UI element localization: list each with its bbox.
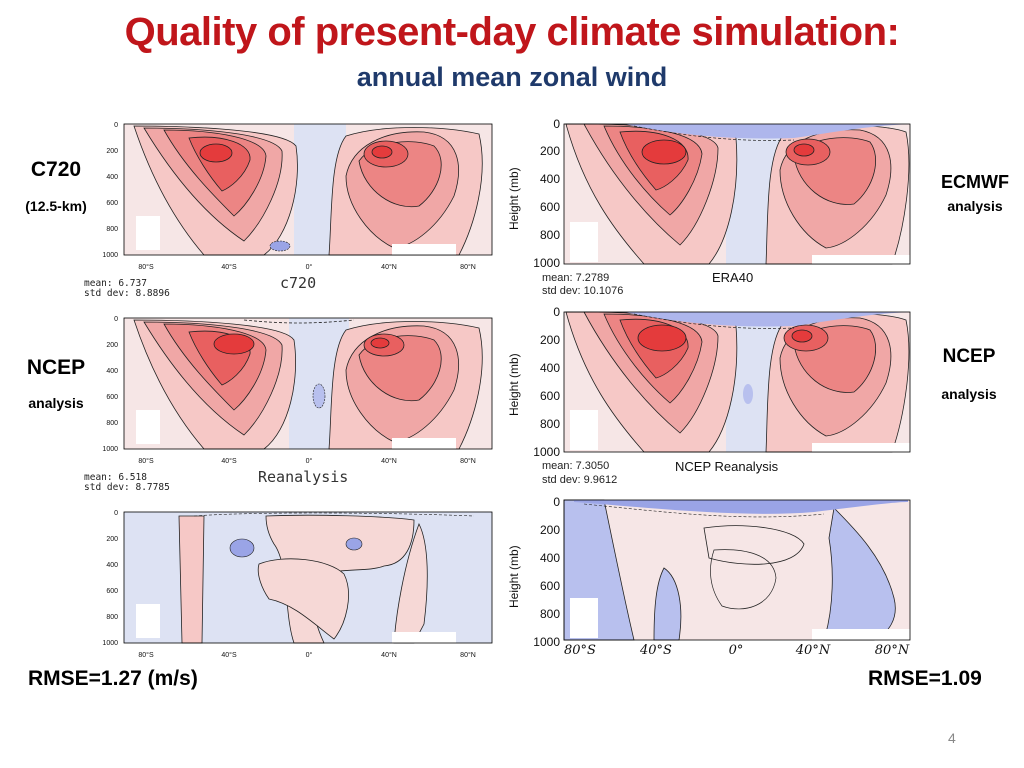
c720-mean: mean: 6.737 xyxy=(84,278,147,289)
svg-text:80°S: 80°S xyxy=(138,457,154,465)
contour-field xyxy=(123,511,493,644)
svg-text:800: 800 xyxy=(540,228,560,242)
ncep-reanalysis-right-plot: Height (mb) 0 200 400 600 800 1000 xyxy=(507,305,911,459)
label-resolution: (12.5-km) xyxy=(25,198,87,214)
svg-text:200: 200 xyxy=(540,144,560,158)
era40-mean: mean: 7.2789 xyxy=(542,272,610,284)
c720-wind-plot: 0 200 400 600 800 1000 80°S 40°S 0° 40°N… xyxy=(102,122,493,271)
svg-text:Height (mb): Height (mb) xyxy=(507,545,521,608)
svg-text:600: 600 xyxy=(540,579,560,593)
ytick-800: 800 xyxy=(106,226,118,233)
ytick-1000: 1000 xyxy=(102,252,118,259)
svg-text:1000: 1000 xyxy=(102,640,118,647)
ncep-left-mean: mean: 6.518 xyxy=(84,472,147,483)
svg-text:200: 200 xyxy=(106,342,118,349)
svg-text:0: 0 xyxy=(553,117,560,131)
svg-text:40°S: 40°S xyxy=(221,651,237,659)
contour-field xyxy=(123,317,493,450)
slide-subtitle: annual mean zonal wind xyxy=(356,62,668,92)
label-c720: C720 xyxy=(30,158,82,181)
xtick-80n: 80°N xyxy=(460,263,476,271)
svg-text:80°N: 80°N xyxy=(460,457,476,465)
svg-text:0°: 0° xyxy=(729,643,744,658)
label-ncep-right: NCEP xyxy=(942,346,996,367)
xtick-40s: 40°S xyxy=(221,263,237,271)
label-analysis-left: analysis xyxy=(28,395,84,411)
xtick-80s: 80°S xyxy=(138,263,154,271)
ytick-600: 600 xyxy=(106,200,118,207)
ncep-right-caption: NCEP Reanalysis xyxy=(675,459,779,474)
rmse-left: RMSE=1.27 (m/s) xyxy=(28,667,198,690)
svg-text:200: 200 xyxy=(540,523,560,537)
label-ecmwf-analysis: analysis xyxy=(947,198,1003,214)
svg-text:0: 0 xyxy=(114,510,118,517)
svg-text:40°S: 40°S xyxy=(639,643,672,658)
ncep-reanalysis-left-plot: 0 200 400 600 800 1000 80°S 40°S 0° 40°N… xyxy=(102,316,493,465)
contour-field xyxy=(563,499,911,641)
svg-text:0°: 0° xyxy=(306,651,313,659)
svg-text:200: 200 xyxy=(106,536,118,543)
c720-std: std dev: 8.8896 xyxy=(84,288,170,299)
svg-text:0°: 0° xyxy=(306,457,313,465)
svg-text:0: 0 xyxy=(553,495,560,509)
svg-text:600: 600 xyxy=(540,389,560,403)
svg-text:80°N: 80°N xyxy=(460,651,476,659)
rmse-right: RMSE=1.09 xyxy=(868,667,982,690)
svg-text:40°S: 40°S xyxy=(221,457,237,465)
page-number: 4 xyxy=(948,730,956,746)
difference-left-plot: 0 200 400 600 800 1000 80°S 40°S 0° 40°N… xyxy=(102,510,493,659)
ncep-left-std: std dev: 8.7785 xyxy=(84,482,170,493)
slide-title: Quality of present-day climate simulatio… xyxy=(124,10,900,54)
y-axis-label: Height (mb) xyxy=(507,167,521,230)
svg-text:400: 400 xyxy=(540,172,560,186)
contour-field xyxy=(123,123,493,256)
ncep-right-std: std dev: 9.9612 xyxy=(542,474,618,486)
svg-text:800: 800 xyxy=(540,417,560,431)
c720-caption: c720 xyxy=(280,274,317,292)
era40-wind-plot: Height (mb) 0 200 400 600 800 1000 xyxy=(507,117,911,270)
xtick-40n: 40°N xyxy=(381,263,397,271)
contour-field xyxy=(563,311,911,453)
label-ecmwf: ECMWF xyxy=(941,172,1009,192)
svg-text:400: 400 xyxy=(540,361,560,375)
svg-text:600: 600 xyxy=(106,588,118,595)
svg-text:1000: 1000 xyxy=(102,446,118,453)
svg-text:200: 200 xyxy=(540,333,560,347)
svg-text:800: 800 xyxy=(106,420,118,427)
ytick-400: 400 xyxy=(106,174,118,181)
svg-text:Height (mb): Height (mb) xyxy=(507,353,521,416)
svg-text:0: 0 xyxy=(114,316,118,323)
svg-text:1000: 1000 xyxy=(533,256,560,270)
svg-text:80°S: 80°S xyxy=(138,651,154,659)
svg-text:800: 800 xyxy=(540,607,560,621)
era40-std: std dev: 10.1076 xyxy=(542,285,624,297)
label-ncep-left: NCEP xyxy=(26,356,86,379)
svg-text:800: 800 xyxy=(106,614,118,621)
era40-caption: ERA40 xyxy=(712,270,754,285)
ncep-left-caption: Reanalysis xyxy=(258,468,349,486)
svg-text:80°N: 80°N xyxy=(875,643,910,658)
contour-field xyxy=(563,123,911,265)
ncep-right-mean: mean: 7.3050 xyxy=(542,460,610,472)
difference-right-plot: Height (mb) 0 200 400 600 800 1000 80°S … xyxy=(507,495,911,658)
svg-text:0: 0 xyxy=(553,305,560,319)
svg-text:80°S: 80°S xyxy=(564,643,596,658)
ytick-0: 0 xyxy=(114,122,118,129)
svg-text:400: 400 xyxy=(106,562,118,569)
svg-text:600: 600 xyxy=(106,394,118,401)
xtick-0: 0° xyxy=(306,263,313,271)
ytick-200: 200 xyxy=(106,148,118,155)
svg-text:400: 400 xyxy=(106,368,118,375)
svg-text:40°N: 40°N xyxy=(795,643,831,658)
svg-text:400: 400 xyxy=(540,551,560,565)
svg-text:40°N: 40°N xyxy=(381,457,397,465)
svg-text:600: 600 xyxy=(540,200,560,214)
svg-text:1000: 1000 xyxy=(533,635,560,649)
svg-text:1000: 1000 xyxy=(533,445,560,459)
label-ncep-right-analysis: analysis xyxy=(941,386,997,402)
svg-text:40°N: 40°N xyxy=(381,651,397,659)
